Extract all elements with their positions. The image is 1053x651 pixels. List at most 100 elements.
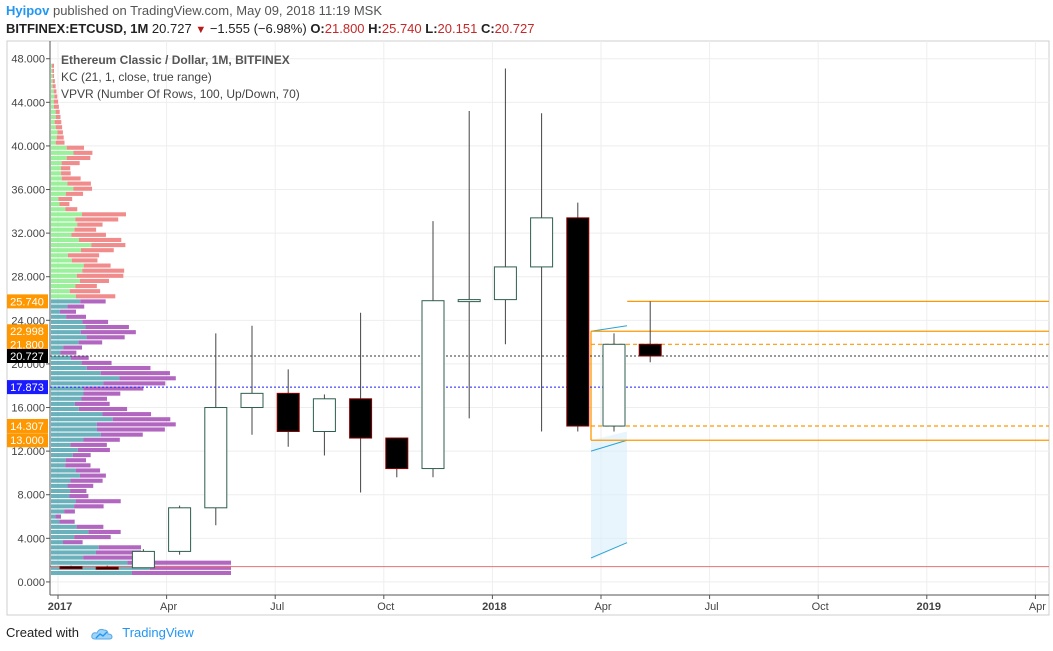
vp-down-bar: [77, 222, 103, 227]
x-tick-label: Apr: [1029, 601, 1046, 613]
vp-down-bar: [61, 171, 71, 176]
vp-up-bar: [51, 191, 66, 196]
vp-down-bar: [63, 345, 82, 350]
candle-body: [457, 299, 481, 303]
vp-up-bar: [51, 263, 84, 268]
vp-up-bar: [51, 171, 62, 176]
close-label: C:: [480, 21, 495, 36]
vp-up-bar: [51, 232, 72, 237]
vp-down-bar: [69, 289, 101, 294]
vp-up-bar: [51, 248, 82, 253]
vp-down-bar: [80, 330, 136, 335]
vp-down-bar: [78, 340, 103, 345]
y-tick-label: 44.000: [11, 97, 45, 109]
vp-up-bar: [51, 345, 64, 350]
vp-up-bar: [51, 535, 75, 540]
x-tick-label: Oct: [377, 601, 394, 613]
vp-down-bar: [96, 422, 176, 427]
vp-down-bar: [78, 237, 122, 242]
vp-up-bar: [51, 555, 84, 560]
vp-down-bar: [52, 68, 54, 73]
vp-down-bar: [83, 555, 141, 560]
vp-down-bar: [83, 391, 121, 396]
vp-down-bar: [58, 196, 73, 202]
vp-up-bar: [51, 120, 55, 125]
vp-down-bar: [67, 253, 100, 258]
vp-up-bar: [51, 412, 103, 417]
vp-down-bar: [75, 217, 119, 222]
vp-down-bar: [70, 488, 87, 494]
y-tick-label: 8.000: [17, 490, 45, 502]
candle-body: [493, 266, 517, 301]
vp-up-bar: [51, 560, 128, 565]
vp-up-bar: [51, 273, 77, 278]
chart-title: Ethereum Classic / Dollar, 1M, BITFINEX: [61, 53, 290, 67]
vp-up-bar: [51, 478, 71, 483]
vp-down-bar: [72, 453, 91, 458]
y-tick-label: 28.000: [11, 272, 45, 284]
high-label: H:: [368, 21, 382, 36]
vp-down-bar: [132, 570, 231, 575]
vp-up-bar: [51, 432, 101, 437]
vp-down-bar: [83, 437, 120, 442]
vp-up-bar: [51, 140, 56, 145]
vp-up-bar: [51, 504, 75, 509]
vp-down-bar: [78, 406, 128, 412]
vp-down-bar: [74, 401, 110, 406]
vp-up-bar: [51, 468, 76, 473]
vp-up-bar: [51, 417, 113, 422]
author-name[interactable]: Hyipov: [6, 3, 50, 18]
price-label-bg: [7, 380, 48, 395]
vp-down-bar: [70, 355, 89, 360]
vp-down-bar: [76, 273, 124, 278]
vp-up-bar: [51, 473, 80, 478]
chart-frame: [6, 40, 1050, 616]
vp-up-bar: [51, 509, 65, 514]
tradingview-cloud-icon: [90, 628, 113, 640]
y-tick-label: 12.000: [11, 446, 45, 458]
vp-up-bar: [51, 114, 56, 120]
candle-body: [349, 398, 373, 439]
kc-legend[interactable]: KC (21, 1, close, true range): [61, 70, 212, 84]
candle-body: [204, 407, 228, 509]
close-value: 20.727: [494, 21, 535, 36]
vp-up-bar: [51, 166, 62, 171]
vp-down-bar: [74, 535, 111, 540]
kc-bottom-line: [590, 542, 628, 559]
vp-down-bar: [77, 447, 110, 453]
x-axis: 2017 Apr Jul Oct 2018 Apr Jul Oct 2019 Apr: [48, 594, 1049, 613]
candle-body: [602, 343, 626, 427]
vp-down-bar: [82, 268, 125, 273]
vp-up-bar: [51, 483, 68, 488]
candle-body: [312, 398, 336, 432]
y-axis: 0.0004.0008.00012.00016.00020.00024.0002…: [11, 41, 51, 595]
vpvr-legend[interactable]: VPVR (Number Of Rows, 100, Up/Down, 70): [61, 87, 300, 101]
open-value: 21.800: [324, 21, 365, 36]
vp-up-bar: [51, 529, 89, 535]
vp-up-bar: [51, 258, 72, 263]
vp-up-bar: [51, 289, 70, 294]
tradingview-link[interactable]: TradingView: [122, 625, 194, 640]
vp-down-bar: [55, 140, 65, 145]
price-label: 25.740: [10, 296, 44, 308]
vp-up-bar: [51, 406, 79, 412]
publish-line: Hyipov published on TradingView.com, May…: [6, 3, 382, 18]
vp-up-bar: [51, 202, 60, 207]
vp-down-bar: [71, 232, 106, 237]
vp-up-bar: [51, 135, 57, 140]
vp-down-bar: [55, 125, 63, 130]
vp-down-bar: [57, 130, 63, 135]
vp-down-bar: [98, 545, 141, 550]
price-label: 17.873: [10, 382, 44, 394]
price-label-bg: [7, 433, 48, 448]
vp-down-bar: [88, 529, 121, 535]
vp-down-bar: [53, 89, 57, 94]
vp-down-bar: [79, 473, 106, 478]
vp-up-bar: [51, 186, 74, 191]
y-tick-label: 16.000: [11, 403, 45, 415]
vp-down-bar: [81, 360, 112, 365]
candle-body: [131, 550, 155, 569]
y-tick-label: 4.000: [17, 533, 45, 545]
y-tick-label: 0.000: [17, 577, 45, 589]
